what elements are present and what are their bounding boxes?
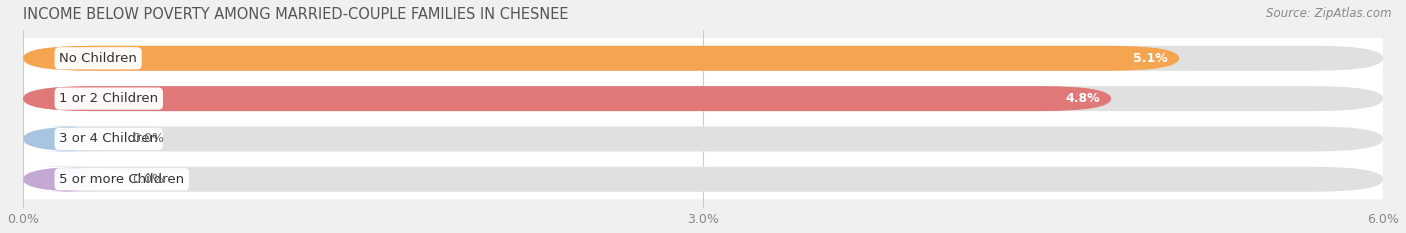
Text: 0.0%: 0.0% (132, 173, 163, 186)
Text: 0.0%: 0.0% (132, 132, 163, 145)
FancyBboxPatch shape (22, 127, 110, 151)
FancyBboxPatch shape (22, 86, 1384, 111)
Text: 5 or more Children: 5 or more Children (59, 173, 184, 186)
Text: Source: ZipAtlas.com: Source: ZipAtlas.com (1267, 7, 1392, 20)
Text: 1 or 2 Children: 1 or 2 Children (59, 92, 159, 105)
Text: 4.8%: 4.8% (1066, 92, 1099, 105)
FancyBboxPatch shape (22, 46, 1384, 71)
FancyBboxPatch shape (22, 46, 1180, 71)
FancyBboxPatch shape (22, 86, 1111, 111)
FancyBboxPatch shape (22, 38, 1384, 199)
Text: 3 or 4 Children: 3 or 4 Children (59, 132, 159, 145)
Text: 5.1%: 5.1% (1133, 52, 1168, 65)
FancyBboxPatch shape (22, 167, 110, 192)
Text: INCOME BELOW POVERTY AMONG MARRIED-COUPLE FAMILIES IN CHESNEE: INCOME BELOW POVERTY AMONG MARRIED-COUPL… (22, 7, 568, 22)
FancyBboxPatch shape (22, 127, 1384, 151)
FancyBboxPatch shape (22, 167, 1384, 192)
Text: No Children: No Children (59, 52, 138, 65)
